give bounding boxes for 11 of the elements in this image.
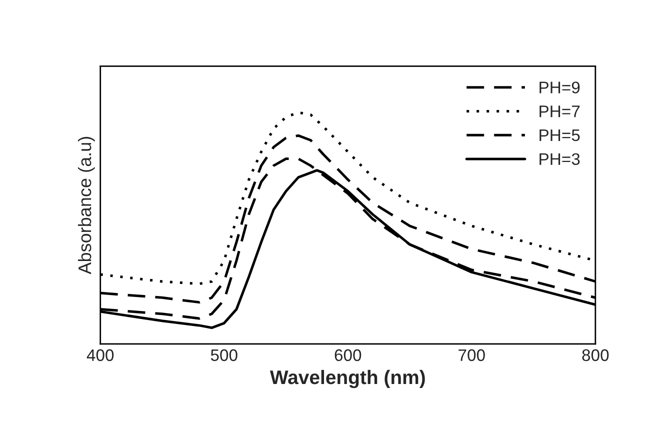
- legend-label: PH=7: [540, 106, 580, 118]
- legend-label: PH=9: [540, 82, 580, 94]
- y-axis-title: Absorbance (a.u): [78, 136, 95, 274]
- legend-label: PH=3: [540, 153, 580, 165]
- legend-label: PH=5: [540, 130, 580, 142]
- x-tick-label: 500: [210, 349, 238, 362]
- x-tick-label: 800: [582, 349, 609, 362]
- x-tick-label: 600: [334, 349, 362, 362]
- x-tick-label: 700: [458, 349, 485, 362]
- x-tick-label: 400: [86, 349, 114, 362]
- x-axis-title: Wavelength (nm): [270, 370, 425, 388]
